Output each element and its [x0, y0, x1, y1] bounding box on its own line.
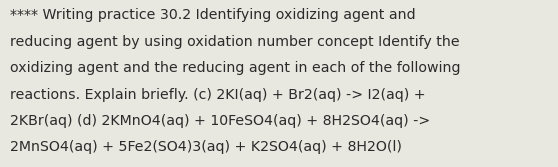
Text: 2KBr(aq) (d) 2KMnO4(aq) + 10FeSO4(aq) + 8H2SO4(aq) ->: 2KBr(aq) (d) 2KMnO4(aq) + 10FeSO4(aq) + … [10, 114, 430, 128]
Text: oxidizing agent and the reducing agent in each of the following: oxidizing agent and the reducing agent i… [10, 61, 460, 75]
Text: reactions. Explain briefly. (c) 2KI(aq) + Br2(aq) -> I2(aq) +: reactions. Explain briefly. (c) 2KI(aq) … [10, 88, 426, 102]
Text: **** Writing practice 30.2 Identifying oxidizing agent and: **** Writing practice 30.2 Identifying o… [10, 8, 416, 22]
Text: reducing agent by using oxidation number concept Identify the: reducing agent by using oxidation number… [10, 35, 460, 49]
Text: 2MnSO4(aq) + 5Fe2(SO4)3(aq) + K2SO4(aq) + 8H2O(l): 2MnSO4(aq) + 5Fe2(SO4)3(aq) + K2SO4(aq) … [10, 140, 402, 154]
